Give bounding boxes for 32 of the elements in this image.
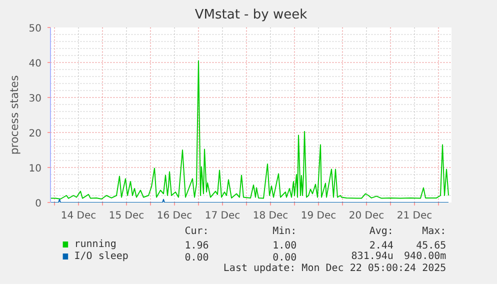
x-tick-label: 18 Dec [252,210,288,222]
x-tick-label: 14 Dec [60,210,96,222]
text: Last update: Mon Dec 22 05:00:24 2025 [223,263,446,274]
y-tick-label: 20 [28,128,42,140]
x-tick-label: 17 Dec [204,210,240,222]
text: Max: [422,226,446,237]
x-tick-label: 19 Dec [300,210,336,222]
text: 940.00m [404,251,446,262]
text: 0.00 [272,252,297,264]
line-series [50,60,449,200]
chart-title: VMstat - by week [194,8,308,22]
y-tick-label: 40 [28,58,42,70]
text: 1.00 [272,240,297,252]
text: Avg: [369,226,394,237]
text: Cur: [184,226,209,237]
y-tick-label: 0 [35,198,42,210]
text: Min: [272,226,297,237]
text: 2.44 [369,240,394,252]
text: 0.00 [184,252,209,264]
y-axis-title: process states [8,75,21,155]
legend-label: I/O sleep [74,251,128,262]
text: 831.94u [351,251,394,262]
x-tick-label: 16 Dec [156,210,192,222]
y-tick-label: 30 [28,94,42,104]
y-tick-label: 50 [28,24,42,34]
legend-label: running [74,239,116,250]
y-tick-label: 10 [28,164,42,174]
x-tick-label: 21 Dec [396,210,432,222]
text: 45.65 [416,240,446,252]
text: 1.96 [184,240,209,252]
x-tick-label: 20 Dec [348,210,384,222]
x-tick-label: 15 Dec [108,210,144,222]
